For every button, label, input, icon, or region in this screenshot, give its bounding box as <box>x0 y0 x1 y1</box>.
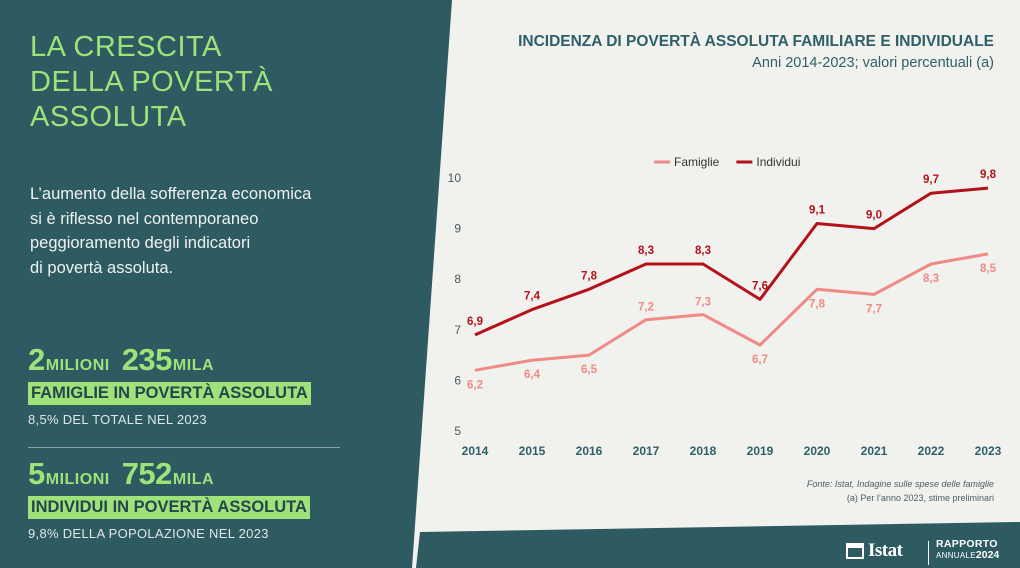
stat-unit: MILA <box>172 471 215 488</box>
data-label-individui: 9,7 <box>923 174 939 186</box>
stat-num: 2 <box>28 342 45 377</box>
data-label-famiglie: 7,3 <box>695 297 711 309</box>
stat-figure: 5MILIONI 752MILA <box>28 456 310 492</box>
data-label-individui: 8,3 <box>695 245 711 257</box>
stat-highlight: FAMIGLIE IN POVERTÀ ASSOLUTA <box>28 382 311 405</box>
footer-band <box>416 522 1020 568</box>
x-tick-label: 2020 <box>804 444 831 458</box>
report-year: 2024 <box>975 549 1000 561</box>
stat-unit: MILA <box>172 357 215 374</box>
x-tick-label: 2016 <box>576 444 603 458</box>
stat-unit: MILIONI <box>45 357 110 374</box>
stat-figure: 2MILIONI 235MILA <box>28 342 311 378</box>
data-label-individui: 7,8 <box>581 270 598 282</box>
x-tick-label: 2019 <box>747 444 774 458</box>
legend-label-famiglie: Famiglie <box>674 155 720 169</box>
footer-divider <box>928 541 929 565</box>
series-line-individui <box>474 186 989 337</box>
chart-subtitle: Anni 2014-2023; valori percentuali (a) <box>752 55 994 71</box>
y-tick-label: 6 <box>454 373 461 387</box>
data-label-individui: 6,9 <box>467 316 483 328</box>
stat-individui: 5MILIONI 752MILA INDIVIDUI IN POVERTÀ ASS… <box>28 456 310 541</box>
chart-title: INCIDENZA DI POVERTÀ ASSOLUTA FAMILIARE … <box>518 33 994 50</box>
stat-num: 752 <box>121 456 173 491</box>
left-panel-bg <box>0 0 452 568</box>
data-label-individui: 9,8 <box>980 169 997 181</box>
data-label-famiglie: 7,7 <box>866 303 882 315</box>
intro-line: peggioramento degli indicatori <box>30 234 251 252</box>
x-tick-label: 2017 <box>633 444 660 458</box>
x-tick-label: 2018 <box>690 444 717 458</box>
data-label-individui: 9,1 <box>809 205 826 217</box>
data-label-famiglie: 6,7 <box>752 354 768 366</box>
data-label-famiglie: 6,4 <box>524 369 541 381</box>
intro-line: si è riflesso nel contemporaneo <box>30 209 259 228</box>
stat-divider <box>28 447 340 448</box>
y-tick-label: 5 <box>454 424 461 438</box>
x-tick-label: 2014 <box>462 444 489 458</box>
x-tick-label: 2015 <box>519 444 546 458</box>
x-tick-label: 2023 <box>975 444 1002 458</box>
report-badge: RAPPORTO ANNUALE2024 <box>936 539 999 561</box>
y-tick-label: 8 <box>454 272 461 286</box>
data-label-individui: 7,4 <box>524 291 541 303</box>
legend-label-individui: Individui <box>756 155 800 169</box>
source-note: Fonte: Istat, Indagine sulle spese delle… <box>806 479 994 489</box>
y-tick-label: 9 <box>454 222 461 236</box>
title-line: DELLA POVERTÀ <box>30 66 273 98</box>
data-label-famiglie: 7,2 <box>638 302 654 314</box>
intro-text: L’aumento della sofferenza economica si … <box>30 182 350 280</box>
report-line: ANNUALE <box>936 551 976 560</box>
intro-line: L’aumento della sofferenza economica <box>30 185 312 203</box>
stat-highlight: INDIVIDUI IN POVERTÀ ASSOLUTA <box>28 496 310 519</box>
data-label-famiglie: 8,3 <box>923 273 939 285</box>
data-label-famiglie: 6,5 <box>581 364 598 376</box>
data-label-famiglie: 8,5 <box>980 263 997 275</box>
x-tick-label: 2021 <box>861 444 888 458</box>
stat-subtext: 8,5% DEL TOTALE NEL 2023 <box>28 412 207 427</box>
data-label-famiglie: 6,2 <box>467 379 483 391</box>
data-label-famiglie: 7,8 <box>809 298 826 310</box>
footnote: (a) Per l’anno 2023, stime preliminari <box>846 493 994 503</box>
report-line: RAPPORTO <box>936 538 998 550</box>
stat-num: 235 <box>121 342 173 377</box>
stat-num: 5 <box>28 456 45 491</box>
x-tick-label: 2022 <box>918 444 945 458</box>
stat-unit: MILIONI <box>45 471 110 488</box>
data-label-individui: 9,0 <box>866 210 882 222</box>
istat-logo: Istat <box>846 540 924 562</box>
intro-line: di povertà assoluta. <box>30 258 174 277</box>
title-line: ASSOLUTA <box>30 101 187 133</box>
stat-subtext: 9,8% DELLA POPOLAZIONE NEL 2023 <box>28 526 269 541</box>
stat-famiglie: 2MILIONI 235MILA FAMIGLIE IN POVERTÀ ASSO… <box>28 342 311 427</box>
y-tick-label: 10 <box>448 171 462 185</box>
istat-logo-icon <box>846 543 864 559</box>
data-label-individui: 7,6 <box>752 280 768 292</box>
y-tick-label: 7 <box>454 323 461 337</box>
istat-logo-text: Istat <box>868 540 903 561</box>
title-line: LA CRESCITA <box>30 31 222 63</box>
left-panel-title: LA CRESCITA DELLA POVERTÀ ASSOLUTA <box>30 30 330 135</box>
series-line-famiglie <box>474 252 989 372</box>
data-label-individui: 8,3 <box>638 245 654 257</box>
